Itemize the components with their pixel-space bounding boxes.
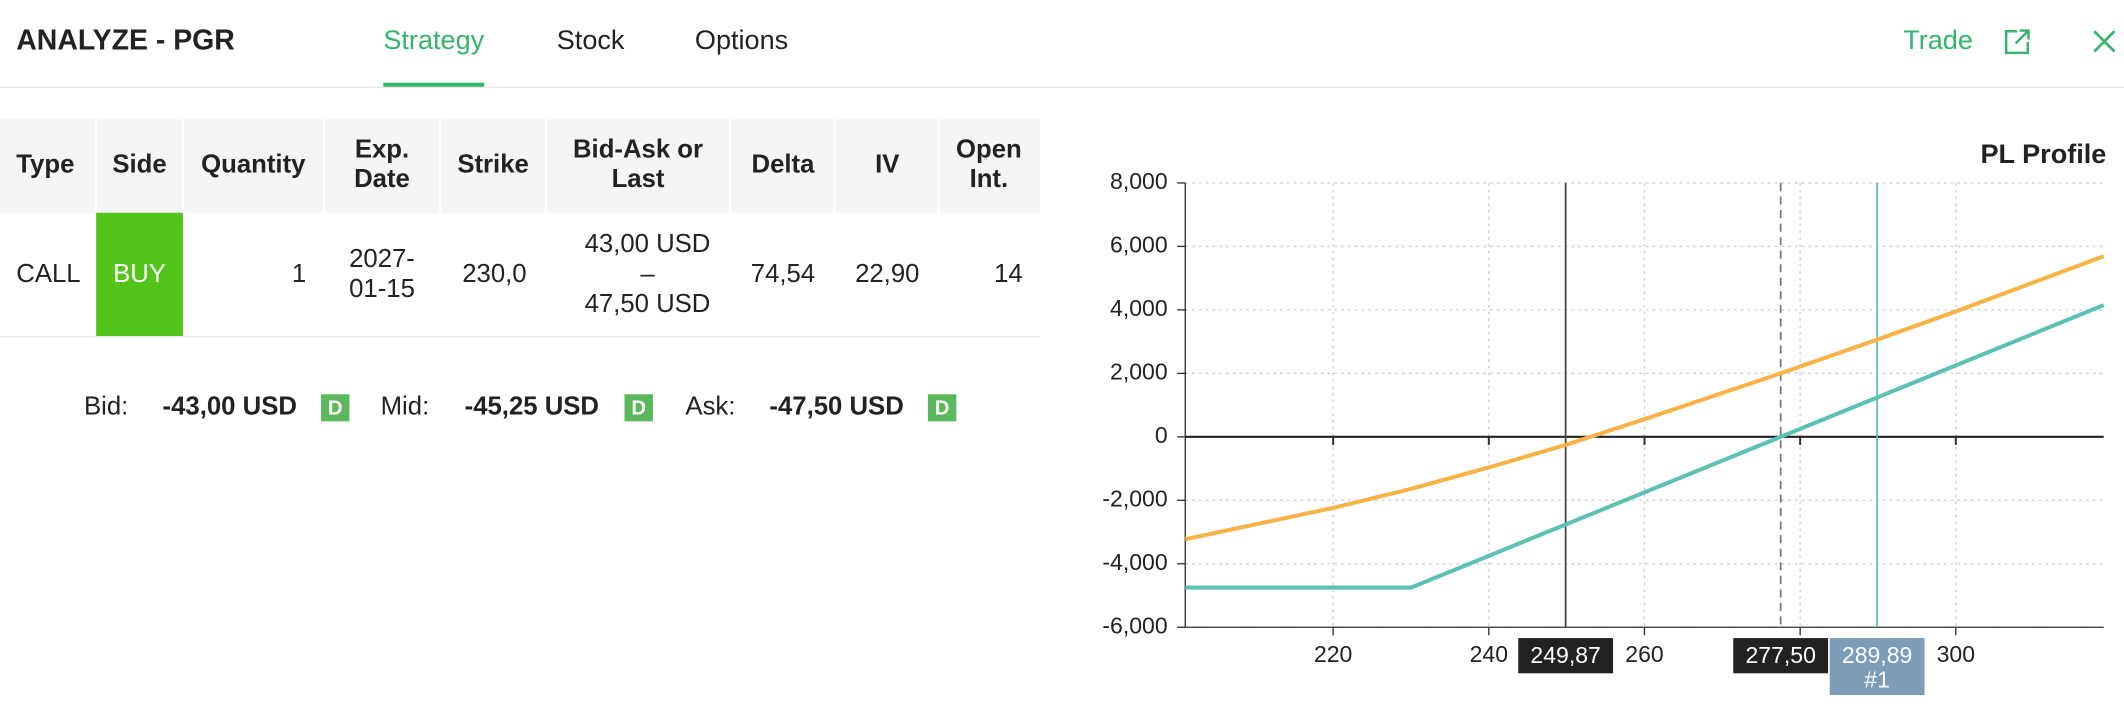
marker-label: 249,87 — [1530, 642, 1600, 668]
badge-background — [624, 394, 653, 422]
table-cell: CALL — [16, 260, 80, 288]
table-cell: 1 — [292, 260, 306, 288]
table-header-background — [0, 119, 1041, 213]
price-value: -47,50 USD — [769, 393, 903, 421]
marker-tag: #1 — [1864, 667, 1890, 693]
price-label: Ask: — [685, 393, 735, 421]
column-header: Open Int. — [956, 135, 1022, 193]
table-cell: 74,54 — [751, 260, 815, 288]
chart-title: PL Profile — [1980, 138, 2106, 169]
pl-line — [1184, 254, 2105, 542]
y-tick-label: 4,000 — [1110, 295, 1168, 321]
tab[interactable]: Stock — [557, 24, 625, 55]
x-tick-label: 260 — [1625, 641, 1663, 667]
badge: D — [631, 398, 646, 420]
badge-background — [321, 394, 350, 422]
marker-label-box — [1829, 638, 1925, 695]
column-header: IV — [875, 150, 899, 178]
x-tick-label: 220 — [1314, 641, 1352, 667]
x-tick-label: 300 — [1937, 641, 1975, 667]
table-cell: 2027-01-15 — [349, 245, 415, 303]
tab-underline — [383, 82, 485, 87]
badge: D — [328, 398, 343, 420]
page-title: ANALYZE - PGR — [16, 25, 235, 57]
trade-link[interactable]: Trade — [1903, 24, 1973, 55]
column-header: Side — [112, 150, 166, 178]
column-header: Type — [16, 150, 74, 178]
y-tick-label: 8,000 — [1110, 168, 1168, 194]
price-label: Mid: — [381, 393, 430, 421]
y-tick-label: 0 — [1155, 422, 1168, 448]
y-tick-label: 2,000 — [1110, 358, 1168, 384]
close-button[interactable] — [2093, 30, 2116, 53]
badge: D — [935, 398, 950, 420]
y-tick-label: -6,000 — [1102, 612, 1167, 638]
side-badge: BUY — [113, 260, 166, 288]
column-header: Delta — [752, 150, 816, 178]
marker-label-box — [1518, 638, 1614, 674]
buy-cell — [96, 212, 183, 337]
column-header: Bid-Ask or Last — [573, 135, 703, 193]
pl-line — [1185, 303, 2105, 590]
tab[interactable]: Strategy — [383, 24, 484, 55]
external-link-icon[interactable] — [2004, 29, 2030, 55]
x-tick-label: 240 — [1470, 641, 1508, 667]
column-header: Quantity — [201, 150, 306, 178]
y-tick-label: 6,000 — [1110, 231, 1168, 257]
badge-background — [927, 394, 957, 422]
price-value: -43,00 USD — [163, 393, 297, 421]
y-tick-label: -4,000 — [1102, 549, 1167, 575]
table-cell: 14 — [994, 260, 1023, 288]
table-cell: 43,00 USD –47,50 USD — [585, 230, 711, 318]
tab[interactable]: Options — [695, 24, 788, 55]
price-label: Bid: — [84, 393, 128, 421]
marker-label-box — [1733, 638, 1829, 674]
column-header: Strike — [457, 150, 528, 178]
marker-label: 289,89 — [1842, 642, 1912, 668]
price-value: -45,25 USD — [465, 393, 599, 421]
marker-label: 277,50 — [1745, 642, 1815, 668]
y-tick-label: -2,000 — [1102, 485, 1167, 511]
column-header: Exp. Date — [354, 135, 410, 193]
table-cell: 230,0 — [462, 260, 526, 288]
table-cell: 22,90 — [855, 260, 919, 288]
